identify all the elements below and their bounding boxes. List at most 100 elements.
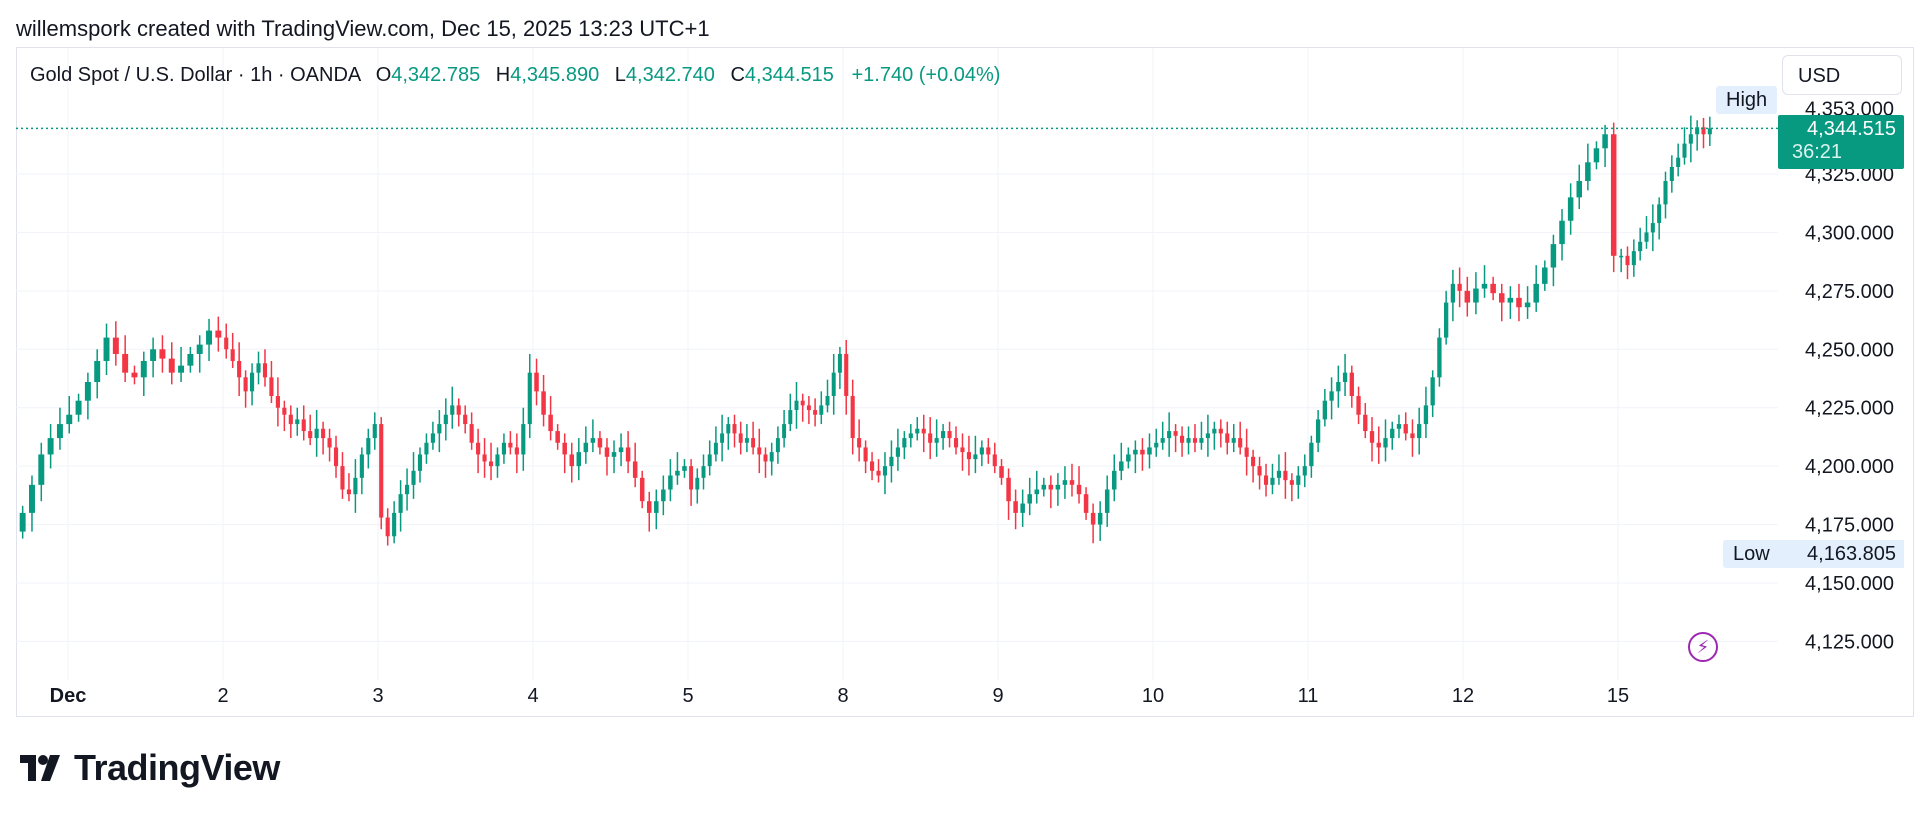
candle-body — [94, 360, 101, 383]
candle-body — [1309, 442, 1314, 467]
candle-body — [463, 414, 468, 425]
candle-body — [482, 454, 487, 462]
candle-body — [1585, 162, 1591, 182]
candle-body — [675, 470, 680, 476]
candle-body — [738, 433, 743, 443]
candle-body — [1111, 470, 1117, 490]
candle-body — [1212, 428, 1217, 434]
candle-body — [1625, 255, 1630, 266]
candle-body — [1283, 470, 1288, 481]
candle-body — [1244, 447, 1249, 457]
candle-body — [295, 419, 300, 425]
candle-body — [992, 454, 997, 467]
candle-body — [583, 442, 589, 453]
candle-body — [921, 428, 926, 434]
candle-body — [837, 353, 842, 373]
candle-body — [168, 358, 175, 373]
candle-body — [744, 438, 749, 443]
lightning-icon[interactable]: ⚡ — [1688, 632, 1718, 662]
candle-body — [1464, 290, 1471, 303]
candle-body — [590, 438, 596, 443]
candle-body — [103, 337, 110, 361]
candle-body — [47, 438, 54, 455]
candle-body — [1602, 134, 1608, 149]
candle-body — [501, 442, 507, 455]
candle-body — [224, 337, 229, 350]
candle-body — [953, 438, 959, 448]
candle-body — [1423, 405, 1429, 425]
y-tick-label: 4,275.000 — [1805, 281, 1894, 303]
candle-body — [1516, 297, 1522, 308]
attribution-text: willemspork created with TradingView.com… — [16, 16, 710, 41]
candle-body — [1126, 454, 1131, 462]
x-tick-label: 15 — [1607, 685, 1629, 707]
low-key: L — [614, 64, 626, 86]
candle-body — [788, 410, 793, 425]
y-tick-label: 4,175.000 — [1805, 515, 1894, 537]
chart-legend: Gold Spot / U.S. Dollar · 1h · OANDA O4,… — [30, 64, 1000, 87]
candle-body — [1270, 477, 1275, 485]
candle-body — [288, 414, 293, 425]
candle-body — [973, 454, 978, 460]
candle-body — [1076, 484, 1082, 495]
candle-body — [140, 360, 147, 378]
candle-body — [437, 424, 442, 434]
candle-body — [1644, 232, 1649, 242]
candle-body — [534, 372, 539, 392]
candle-body — [1062, 480, 1068, 485]
candle-body — [625, 447, 631, 462]
candle-body — [1231, 438, 1236, 443]
x-tick-label: 4 — [527, 685, 538, 707]
candle-body — [1055, 484, 1061, 490]
candle-body — [863, 447, 868, 462]
candle-body — [654, 501, 659, 513]
candle-body — [1507, 297, 1514, 303]
candle-body — [915, 428, 920, 434]
candle-body — [38, 454, 45, 485]
candle-body — [632, 461, 638, 478]
candle-body — [1707, 128, 1712, 135]
x-tick-label: 3 — [372, 685, 383, 707]
candle-body — [1302, 466, 1307, 476]
candle-body — [960, 447, 965, 453]
candle-body — [269, 377, 274, 397]
candle-body — [1154, 442, 1159, 448]
high-key: H — [495, 64, 511, 86]
low-value: 4,342.740 — [625, 64, 715, 86]
tradingview-logo[interactable]: TradingView — [20, 747, 280, 788]
candle-body — [682, 466, 687, 471]
candle-body — [1481, 283, 1488, 289]
candle-body — [28, 484, 35, 513]
candle-body — [1498, 293, 1505, 303]
candle-body — [1376, 442, 1381, 448]
currency-button[interactable]: USD — [1782, 55, 1902, 95]
candle-body — [159, 349, 166, 359]
chart-frame[interactable] — [16, 47, 1914, 717]
candle-body — [1550, 244, 1557, 268]
close-key: C — [730, 64, 745, 86]
candle-body — [1104, 489, 1110, 513]
candle-body — [527, 372, 532, 425]
candle-body — [639, 477, 645, 502]
candle-body — [869, 461, 875, 471]
candle-body — [876, 470, 881, 476]
candle-body — [456, 405, 461, 415]
candle-body — [19, 512, 26, 532]
candle-body — [1160, 438, 1165, 443]
candle-body — [1083, 494, 1089, 513]
symbol-info[interactable]: Gold Spot / U.S. Dollar · 1h · OANDA — [30, 64, 361, 86]
candle-body — [794, 400, 799, 411]
candle-body — [999, 466, 1004, 478]
candle-body — [215, 330, 222, 338]
candle-body — [327, 438, 332, 448]
candle-body — [243, 377, 248, 392]
candle-body — [947, 431, 952, 439]
close-value: 4,344.515 — [744, 64, 834, 86]
bar-countdown: 36:21 — [1792, 141, 1843, 163]
candle-body — [206, 330, 213, 345]
candle-body — [1682, 143, 1687, 158]
candle-body — [1450, 283, 1456, 303]
candle-body — [1257, 466, 1262, 476]
candle-body — [806, 405, 811, 411]
